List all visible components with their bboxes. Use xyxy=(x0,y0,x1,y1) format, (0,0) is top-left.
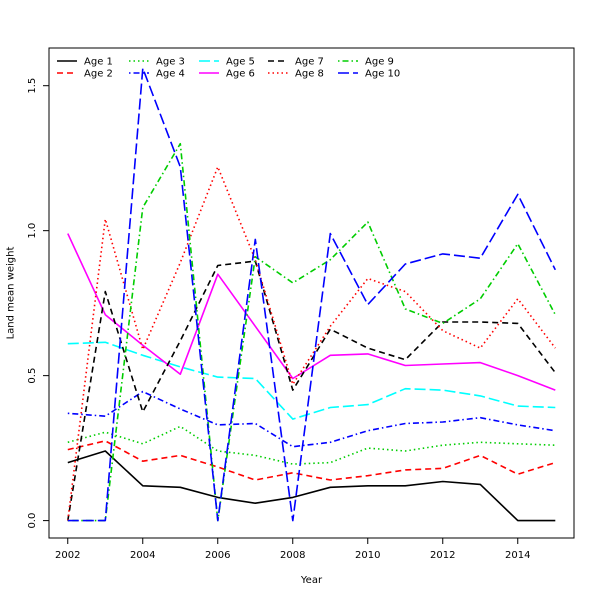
legend-label-age-5: Age 5 xyxy=(226,57,255,68)
series-line-age-10 xyxy=(67,67,557,522)
series-line-age-8 xyxy=(67,166,556,521)
series-line-age-1 xyxy=(67,450,556,522)
series-line-age-6 xyxy=(67,233,556,391)
y-tick-label: 1.5 xyxy=(27,78,38,94)
x-tick-label: 2012 xyxy=(430,550,455,561)
series-line-age-7 xyxy=(67,260,556,521)
y-axis: 0.0 0.5 1.0 1.5 xyxy=(27,78,49,529)
x-tick-label: 2006 xyxy=(205,550,230,561)
series-line-age-9 xyxy=(67,142,557,522)
legend-label-age-3: Age 3 xyxy=(156,57,185,68)
y-tick-label: 0.0 xyxy=(27,513,38,529)
plot-frame xyxy=(48,47,575,539)
x-axis-title: Year xyxy=(300,575,323,586)
legend-label-age-4: Age 4 xyxy=(156,69,185,80)
legend-label-age-9: Age 9 xyxy=(365,57,394,68)
series-line-age-5 xyxy=(67,341,556,420)
x-tick-label: 2002 xyxy=(55,550,80,561)
x-axis: 2002 2004 2006 2008 2010 2012 2014 xyxy=(55,538,530,561)
legend-label-age-8: Age 8 xyxy=(295,69,324,80)
x-tick-label: 2008 xyxy=(280,550,305,561)
plot-area xyxy=(48,47,575,539)
x-tick-label: 2014 xyxy=(505,550,530,561)
y-axis-title: Land mean weight xyxy=(6,247,17,340)
legend-label-age-2: Age 2 xyxy=(84,69,113,80)
legend-label-age-7: Age 7 xyxy=(295,57,324,68)
series-line-age-4 xyxy=(67,390,556,448)
legend-label-age-10: Age 10 xyxy=(365,69,400,80)
series-layer xyxy=(67,67,557,522)
y-tick-label: 1.0 xyxy=(27,223,38,239)
x-tick-label: 2004 xyxy=(130,550,155,561)
legend-label-age-6: Age 6 xyxy=(226,69,255,80)
series-line-age-2 xyxy=(67,440,556,481)
y-tick-label: 0.5 xyxy=(27,368,38,384)
x-tick-label: 2010 xyxy=(355,550,380,561)
legend-label-age-1: Age 1 xyxy=(84,57,113,68)
